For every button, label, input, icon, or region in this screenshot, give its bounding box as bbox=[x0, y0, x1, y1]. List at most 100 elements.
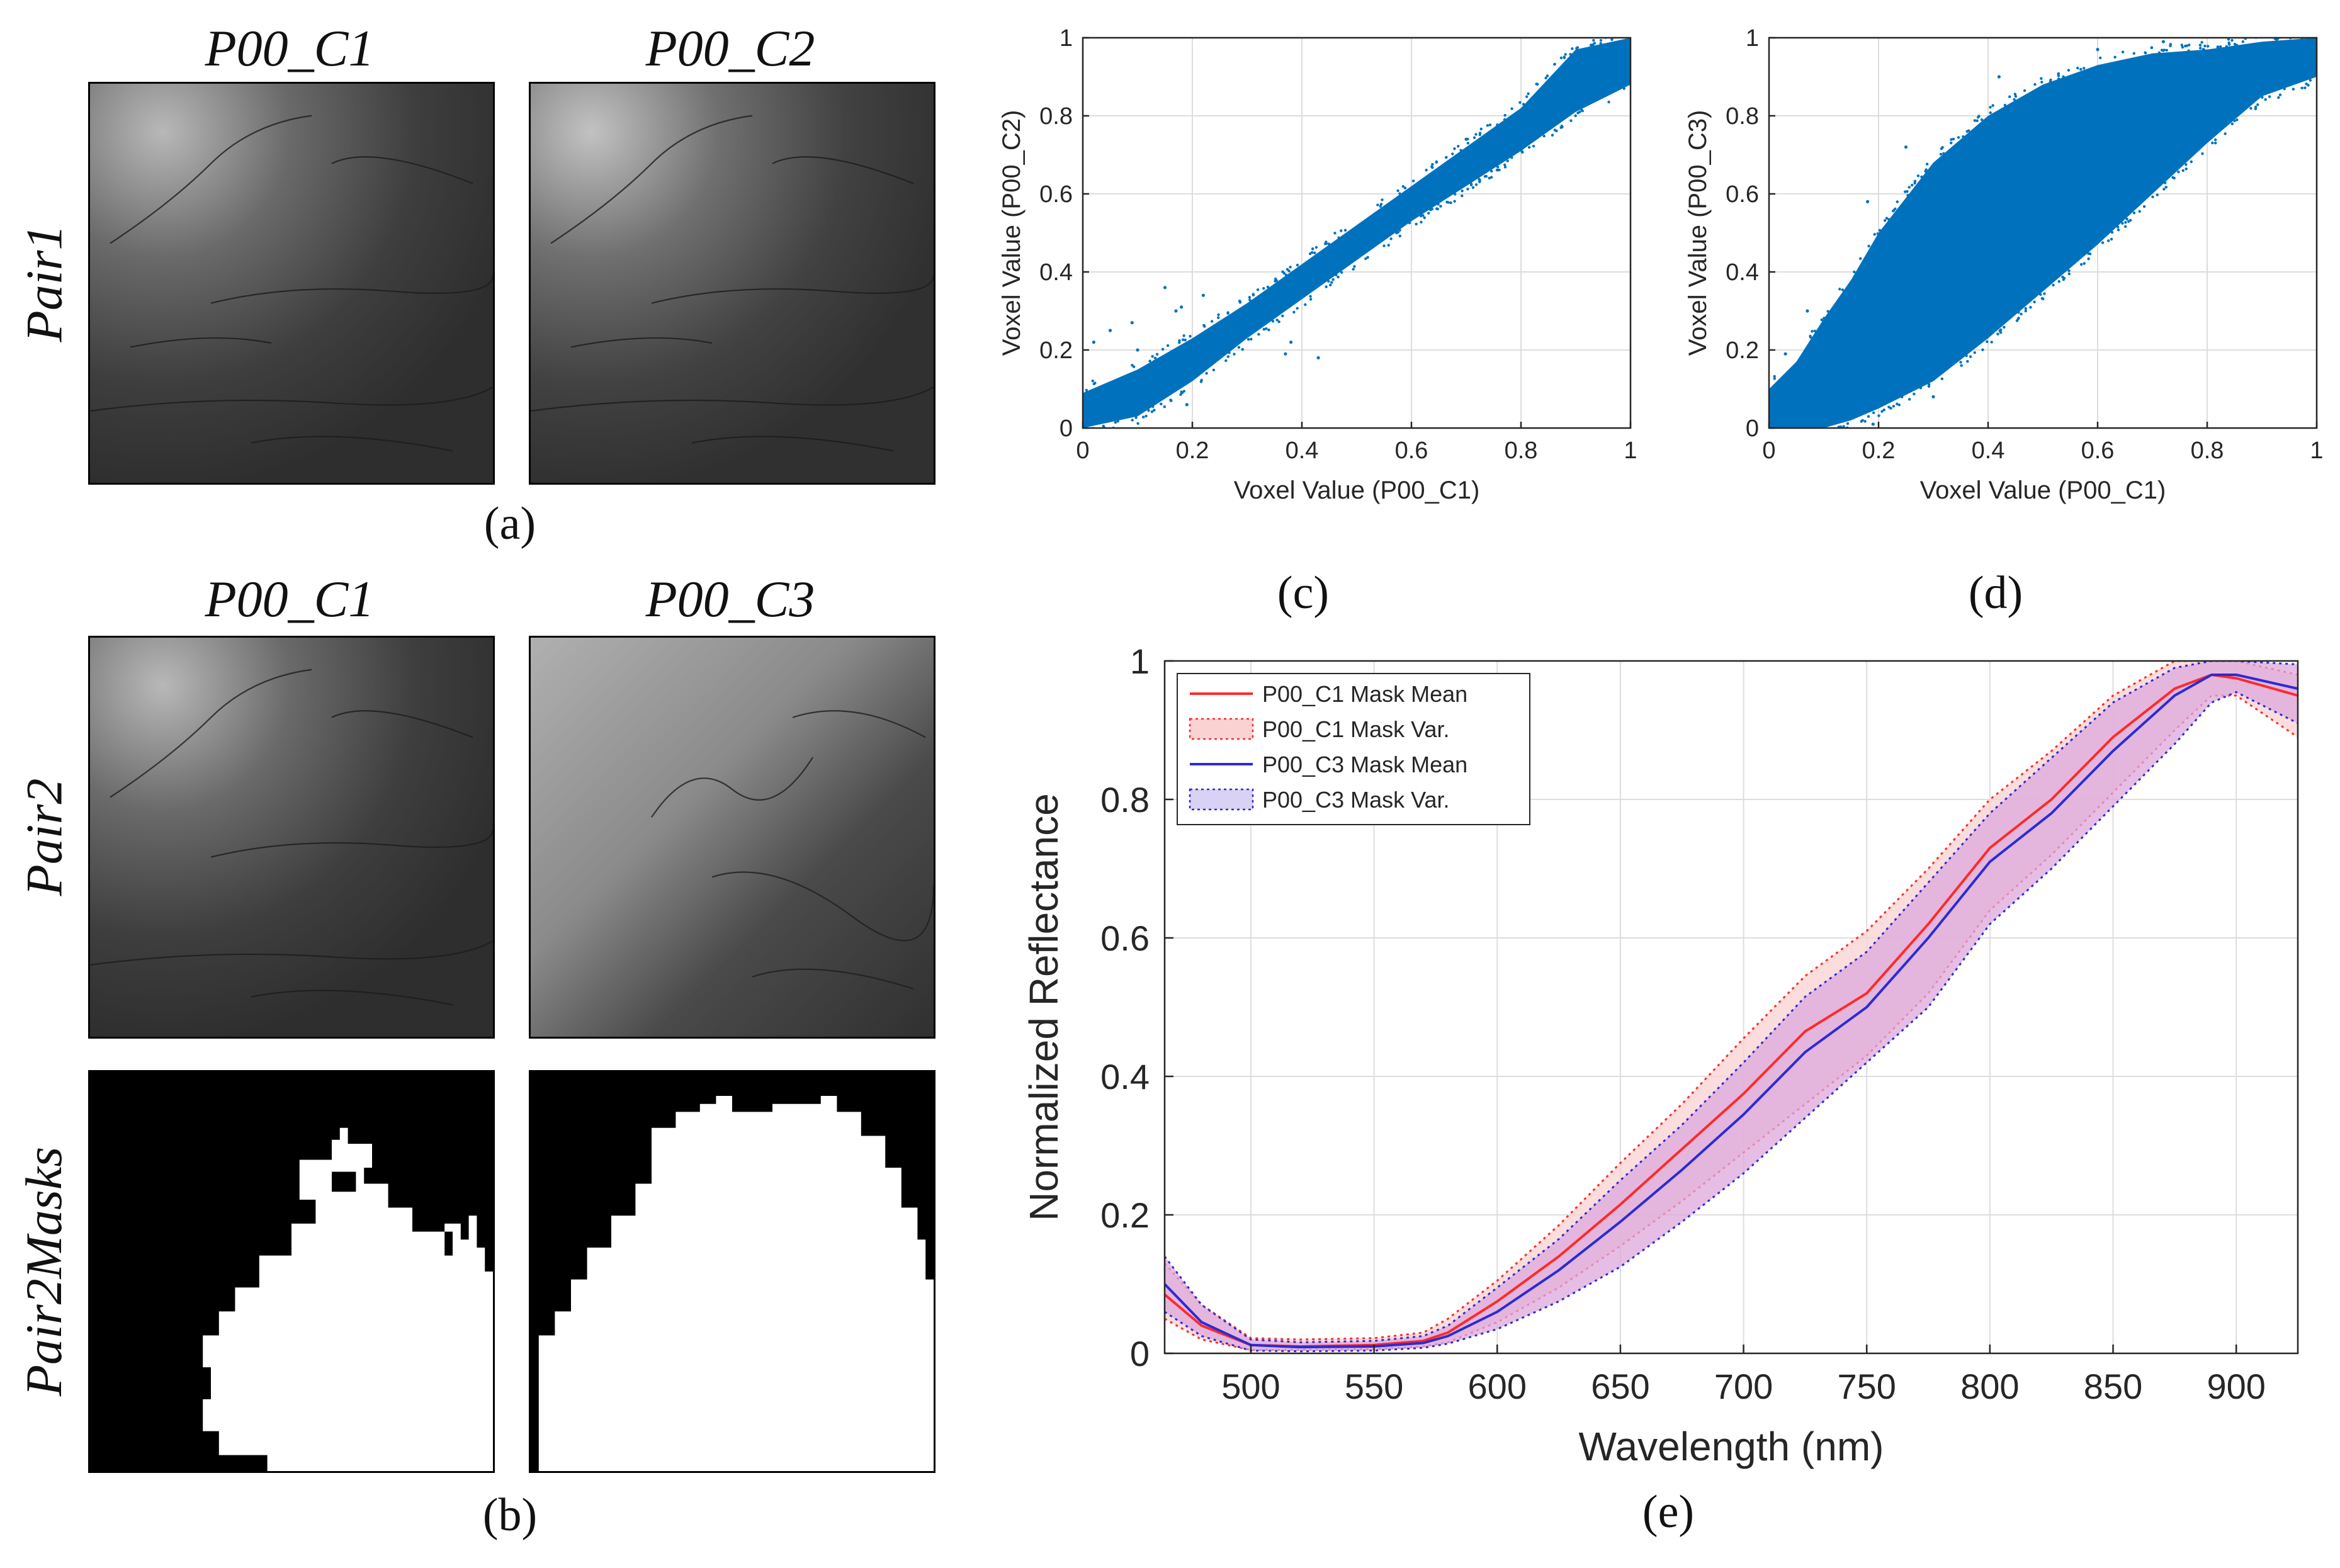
scatter-point bbox=[1131, 419, 1134, 422]
scatter-point bbox=[1150, 410, 1154, 414]
scatter-point bbox=[1973, 351, 1976, 354]
y-tick-label: 0.6 bbox=[1100, 918, 1150, 958]
scatter-point bbox=[2023, 89, 2026, 93]
scatter-point bbox=[1478, 180, 1481, 184]
scatter-point bbox=[1989, 106, 1992, 109]
scatter-point bbox=[2261, 34, 2263, 37]
scatter-point bbox=[1510, 107, 1513, 110]
scatter-point bbox=[2040, 81, 2043, 84]
scatter-point bbox=[2150, 46, 2154, 49]
scatter-point bbox=[1228, 351, 1231, 354]
scatter-point bbox=[1151, 405, 1155, 409]
scatter-point bbox=[1901, 395, 1904, 398]
scatter-point bbox=[1453, 147, 1456, 150]
scatter-point bbox=[2164, 181, 2167, 184]
scatter-point bbox=[1906, 194, 1909, 197]
scatter-point bbox=[1522, 103, 1525, 106]
scatter-point bbox=[1292, 310, 1296, 314]
scatter-point bbox=[1085, 431, 1087, 433]
scatter-point bbox=[2181, 45, 2185, 49]
scatter-point bbox=[1461, 189, 1464, 193]
scatter-point bbox=[2138, 210, 2141, 213]
scatter-point bbox=[2123, 225, 2127, 228]
scatter-point bbox=[1093, 429, 1095, 431]
skin-image-p00-c1-pair2 bbox=[88, 636, 495, 1039]
scatter-point bbox=[2202, 48, 2205, 51]
scatter-point bbox=[1959, 361, 1962, 364]
scatter-point bbox=[1479, 127, 1483, 131]
x-tick-label: 700 bbox=[1714, 1367, 1773, 1406]
scatter-point bbox=[1913, 179, 1917, 183]
panel-a-col-title-1: P00_C1 bbox=[205, 20, 375, 77]
scatter-point bbox=[1248, 298, 1252, 302]
scatter-point bbox=[1887, 405, 1891, 409]
scatter-point bbox=[1799, 433, 1802, 436]
scatter-point bbox=[2015, 319, 2019, 322]
scatter-point bbox=[2020, 312, 2023, 316]
scatter-point bbox=[2198, 43, 2202, 47]
scatter-point bbox=[1180, 391, 1184, 395]
scatter-point bbox=[2113, 55, 2117, 59]
y-tick-label: 0.4 bbox=[1726, 259, 1759, 286]
scatter-point bbox=[1271, 320, 1275, 323]
scatter-point bbox=[1607, 100, 1610, 104]
scatter-point bbox=[1459, 149, 1462, 152]
scatter-point bbox=[1490, 169, 1493, 173]
scatter-point bbox=[2062, 75, 2065, 78]
scatter-point bbox=[1353, 265, 1356, 268]
scatter-point bbox=[1284, 273, 1288, 276]
scatter-point bbox=[1559, 126, 1563, 129]
scatter-point bbox=[2200, 41, 2203, 44]
scatter-point bbox=[2013, 93, 2017, 96]
scatter-point bbox=[1408, 221, 1411, 225]
x-tick-label: 0 bbox=[1076, 437, 1089, 464]
scatter-point bbox=[1108, 329, 1112, 332]
scatter-point bbox=[1495, 168, 1499, 172]
scatter-point bbox=[1996, 332, 1999, 336]
scatter-point bbox=[2057, 280, 2060, 283]
scatter-point bbox=[1415, 222, 1418, 226]
scatter-point bbox=[1163, 405, 1166, 409]
scatter-point bbox=[2157, 51, 2161, 54]
scatter-chart-c1-vs-c3: 0 0.2 0.4 0.6 0.8 1 0 0.2 0.4 0.6 0.8 1 Voxel Value … bbox=[1684, 25, 2324, 504]
scatter-point bbox=[2300, 31, 2303, 33]
scatter-point bbox=[2013, 98, 2016, 101]
scatter-point bbox=[1233, 353, 1236, 356]
scatter-point bbox=[1092, 341, 1095, 344]
scatter-point bbox=[1387, 244, 1390, 247]
x-tick-label: 0.2 bbox=[1176, 437, 1209, 464]
scatter-point bbox=[1896, 200, 1899, 203]
y-tick-label: 0 bbox=[1130, 1334, 1150, 1373]
y-tick-label: 1 bbox=[1130, 641, 1150, 681]
scatter-point bbox=[2241, 40, 2245, 43]
scatter-point bbox=[2039, 293, 2042, 296]
scatter-point bbox=[1205, 371, 1208, 375]
scatter-point bbox=[2171, 176, 2174, 179]
scatter-point bbox=[2185, 163, 2188, 166]
scatter-point bbox=[1474, 133, 1478, 136]
scatter-point bbox=[1398, 234, 1402, 238]
panel-a-caption: (a) bbox=[483, 498, 536, 550]
legend-label: P00_C1 Mask Mean bbox=[1262, 681, 1467, 707]
scatter-point bbox=[1973, 119, 1977, 122]
scatter-point bbox=[1179, 393, 1182, 397]
scatter-point bbox=[1376, 203, 1379, 206]
scatter-point bbox=[1366, 256, 1369, 259]
scatter-point bbox=[1488, 176, 1491, 180]
scatter-point bbox=[1887, 218, 1891, 221]
scatter-point bbox=[1134, 416, 1138, 419]
scatter-point bbox=[2283, 87, 2286, 91]
scatter-point bbox=[1503, 166, 1507, 169]
scatter-point bbox=[1200, 378, 1203, 382]
scatter-point bbox=[1337, 236, 1340, 239]
scatter-point bbox=[1182, 334, 1185, 337]
panel-e-caption: (e) bbox=[1642, 1486, 1695, 1538]
scatter-point bbox=[2101, 241, 2105, 244]
plot-frame bbox=[1768, 37, 2318, 429]
skin-image-p00-c2-pair1 bbox=[529, 82, 935, 485]
scatter-point bbox=[2156, 193, 2159, 196]
scatter-point bbox=[2160, 48, 2164, 52]
scatter-point bbox=[1496, 166, 1500, 169]
scatter-point bbox=[2169, 43, 2173, 46]
scatter-point bbox=[2057, 77, 2060, 81]
